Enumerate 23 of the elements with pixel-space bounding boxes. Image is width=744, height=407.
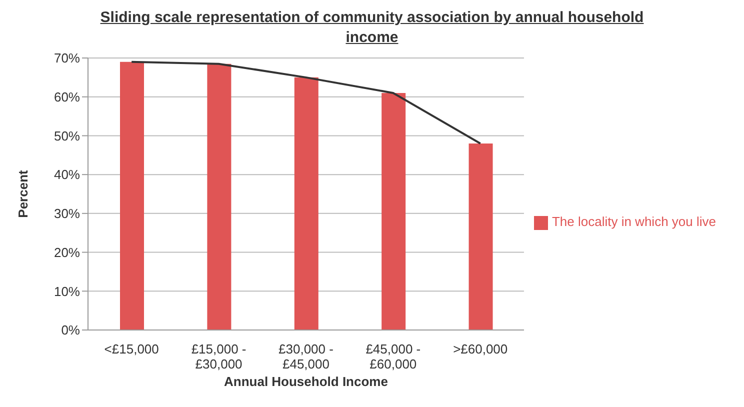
x-axis-title: Annual Household Income (224, 374, 388, 389)
y-tick-label: 70% (54, 50, 80, 66)
x-tick-label: >£60,000 (453, 342, 508, 357)
bar (294, 77, 318, 330)
legend-label: The locality in which you live (552, 214, 716, 230)
x-tick-label: £30,000 - £45,000 (278, 342, 334, 372)
y-tick-label: 10% (54, 284, 80, 299)
bar (207, 64, 232, 330)
bar (120, 62, 144, 330)
x-tick-label: £45,000 - £60,000 (366, 342, 421, 372)
chart-title: Sliding scale representation of community association by annual household income (99, 8, 645, 48)
x-tick-label: <£15,000 (104, 342, 159, 357)
y-tick-label: 50% (54, 128, 80, 144)
bar (468, 143, 493, 330)
bar (382, 92, 406, 330)
y-tick-label: 60% (54, 89, 80, 104)
x-tick-label: £15,000 - £30,000 (191, 342, 246, 372)
y-tick-label: 20% (54, 244, 80, 260)
y-tick-label: 30% (54, 206, 80, 222)
line-series (130, 60, 482, 144)
y-axis-title: Percent (16, 169, 31, 218)
y-tick-label: 0% (61, 322, 80, 338)
y-tick-label: 40% (54, 167, 80, 182)
